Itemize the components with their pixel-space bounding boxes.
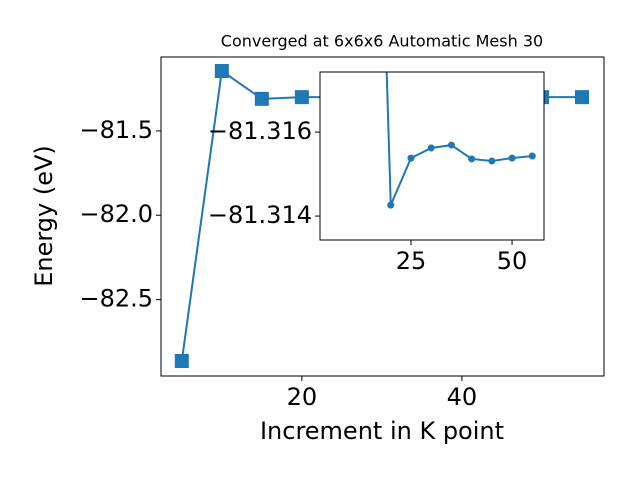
marker xyxy=(447,141,455,149)
y-axis-label: Energy (eV) xyxy=(30,145,58,287)
marker xyxy=(574,90,589,105)
y-tick-label: −81.5 xyxy=(79,116,153,144)
marker xyxy=(407,154,415,162)
marker xyxy=(174,353,189,368)
x-tick-label: 50 xyxy=(497,247,528,275)
marker xyxy=(528,152,536,160)
marker xyxy=(427,144,435,152)
y-tick-label: −82.0 xyxy=(79,200,153,228)
marker xyxy=(468,155,476,163)
axes-frame xyxy=(160,56,605,377)
x-axis-label: Increment in K point xyxy=(260,417,504,445)
marker xyxy=(254,91,269,106)
chart-title: Converged at 6x6x6 Automatic Mesh 30 xyxy=(221,32,543,51)
plot-layer xyxy=(385,72,536,209)
y-tick-label: −82.5 xyxy=(79,285,153,313)
marker xyxy=(508,154,516,162)
y-tick-label: −81.314 xyxy=(208,201,312,229)
y-tick-label: −81.316 xyxy=(208,117,312,145)
marker xyxy=(214,64,229,79)
marker xyxy=(294,90,309,105)
marker xyxy=(387,201,395,209)
axes-frame xyxy=(319,71,545,241)
x-tick-label: 40 xyxy=(447,383,478,411)
x-tick-label: 25 xyxy=(396,247,427,275)
plot-area xyxy=(320,72,544,240)
x-tick-label: 20 xyxy=(287,383,318,411)
marker xyxy=(488,157,496,165)
